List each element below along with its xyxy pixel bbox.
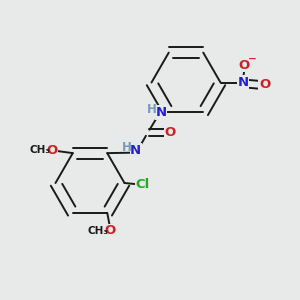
Text: N: N bbox=[156, 106, 167, 119]
Text: CH₃: CH₃ bbox=[29, 145, 50, 155]
Text: Cl: Cl bbox=[135, 178, 150, 191]
Text: O: O bbox=[105, 224, 116, 237]
Text: H: H bbox=[122, 141, 132, 154]
Text: O: O bbox=[239, 58, 250, 72]
Text: H: H bbox=[147, 103, 157, 116]
Text: O: O bbox=[165, 126, 176, 139]
Text: O: O bbox=[46, 144, 57, 157]
Text: N: N bbox=[130, 144, 141, 157]
Text: N: N bbox=[237, 76, 249, 89]
Text: O: O bbox=[259, 78, 270, 92]
Text: −: − bbox=[248, 53, 256, 64]
Text: CH₃: CH₃ bbox=[88, 226, 109, 236]
